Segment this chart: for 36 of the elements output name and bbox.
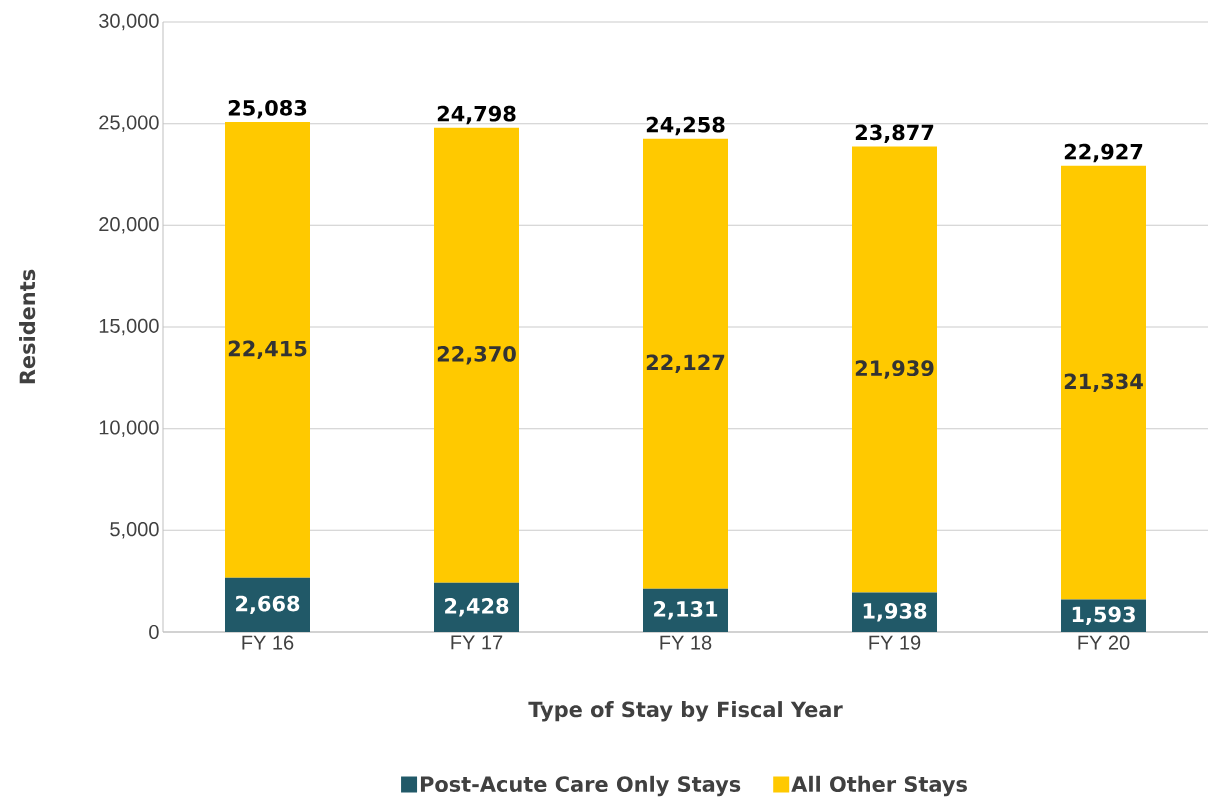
y-tick-label: 0 xyxy=(149,624,159,640)
data-label: 22,127 xyxy=(646,354,725,373)
y-tick-label: 25,000 xyxy=(99,115,159,132)
x-tick-label: FY 18 xyxy=(660,635,712,650)
data-label: 2,131 xyxy=(654,601,718,620)
data-label: 21,939 xyxy=(855,360,934,379)
data-label: 21,334 xyxy=(1064,373,1143,392)
x-tick-label: FY 19 xyxy=(869,635,921,650)
legend-label: Post-Acute Care Only Stays xyxy=(420,775,741,797)
total-label: 24,798 xyxy=(437,105,516,125)
legend-label: All Other Stays xyxy=(791,775,967,797)
y-tick-label: 30,000 xyxy=(99,13,159,31)
data-label: 2,668 xyxy=(236,595,300,615)
data-label: 2,428 xyxy=(445,598,509,617)
data-label: 1,938 xyxy=(863,603,927,622)
y-tick-label: 15,000 xyxy=(99,318,159,336)
y-tick-label: 20,000 xyxy=(99,217,159,234)
y-tick-label: 5,000 xyxy=(110,522,159,539)
x-tick-label: FY 20 xyxy=(1078,635,1130,650)
total-label: 22,927 xyxy=(1064,143,1143,163)
bar xyxy=(852,146,938,593)
y-axis-title: Residents xyxy=(19,269,36,384)
bar xyxy=(643,138,728,589)
total-label: 25,083 xyxy=(228,99,307,119)
bar xyxy=(1061,165,1147,600)
x-axis-title: Type of Stay by Fiscal Year xyxy=(528,701,843,722)
y-tick-label: 10,000 xyxy=(99,420,159,437)
bar xyxy=(434,127,520,583)
x-tick-label: FY 17 xyxy=(451,635,503,650)
data-label: 1,593 xyxy=(1072,606,1135,626)
total-label: 23,877 xyxy=(855,124,934,143)
data-label: 22,415 xyxy=(228,340,307,360)
x-tick-label: FY 16 xyxy=(242,635,294,650)
total-label: 24,258 xyxy=(646,116,725,136)
bar xyxy=(225,121,310,578)
data-label: 22,370 xyxy=(437,345,516,365)
